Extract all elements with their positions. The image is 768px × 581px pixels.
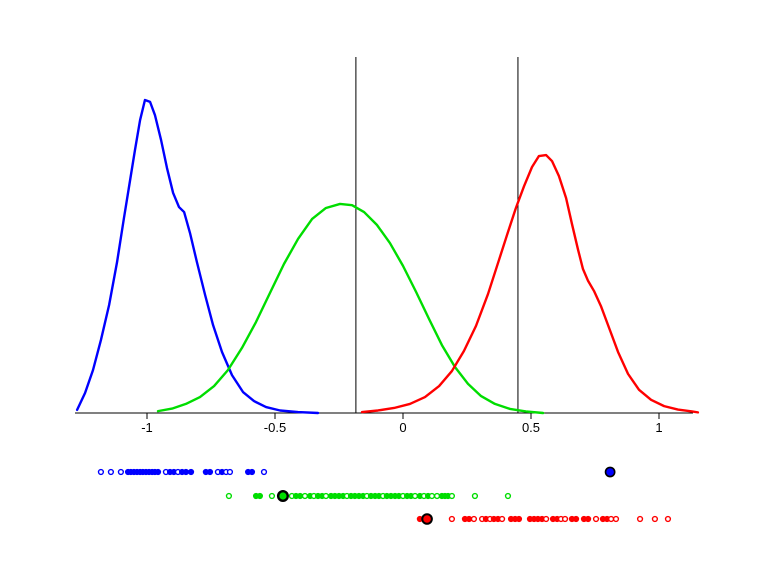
green-samples-point xyxy=(268,492,276,500)
red-samples-point xyxy=(584,515,592,523)
blue-samples-point xyxy=(226,468,234,476)
red-samples-point xyxy=(651,515,659,523)
green-samples-point xyxy=(433,492,441,500)
x-tick-label: -0.5 xyxy=(264,420,286,435)
x-tick-label: 0 xyxy=(399,420,406,435)
blue-samples-point xyxy=(260,468,268,476)
red-samples-point xyxy=(612,515,620,523)
green-samples-point xyxy=(256,492,263,500)
green-samples-highlighted-point xyxy=(276,490,289,503)
blue-samples-point xyxy=(154,468,162,476)
blue-samples-point xyxy=(97,468,105,476)
red-samples-point xyxy=(636,515,644,523)
green-samples-point xyxy=(225,492,233,500)
blue-samples-point xyxy=(206,468,214,476)
red-samples-point xyxy=(592,515,600,523)
green-density-curve xyxy=(156,202,545,415)
red-samples-point xyxy=(448,515,455,523)
blue-samples-point xyxy=(182,468,190,476)
green-samples-point xyxy=(301,492,309,500)
red-density-curve xyxy=(360,153,700,414)
red-samples-point xyxy=(664,515,672,523)
green-samples-point xyxy=(448,492,455,500)
green-samples-point xyxy=(428,492,436,500)
red-samples-point xyxy=(470,515,478,523)
x-tick-label: 1 xyxy=(655,420,662,435)
green-samples-point xyxy=(504,492,512,500)
green-samples-point xyxy=(471,492,479,500)
blue-samples-highlighted-point xyxy=(604,466,616,478)
green-samples-point xyxy=(322,492,330,500)
red-samples-highlighted-point xyxy=(421,513,433,525)
red-samples-point xyxy=(515,515,523,523)
x-tick-label: 0.5 xyxy=(522,420,540,435)
blue-samples-point xyxy=(187,468,195,476)
red-samples-point xyxy=(465,515,473,523)
red-samples-point xyxy=(543,515,550,523)
x-tick-label: -1 xyxy=(141,420,153,435)
red-samples-point xyxy=(608,515,615,523)
blue-density-curve xyxy=(75,98,320,415)
red-samples-point xyxy=(572,515,580,523)
blue-samples-point xyxy=(248,468,256,476)
red-samples-point xyxy=(561,515,569,523)
blue-samples-point xyxy=(117,468,124,476)
green-samples-point xyxy=(296,492,304,500)
red-samples-point xyxy=(498,515,506,523)
green-samples-point xyxy=(411,492,419,500)
blue-samples-point xyxy=(107,468,115,476)
